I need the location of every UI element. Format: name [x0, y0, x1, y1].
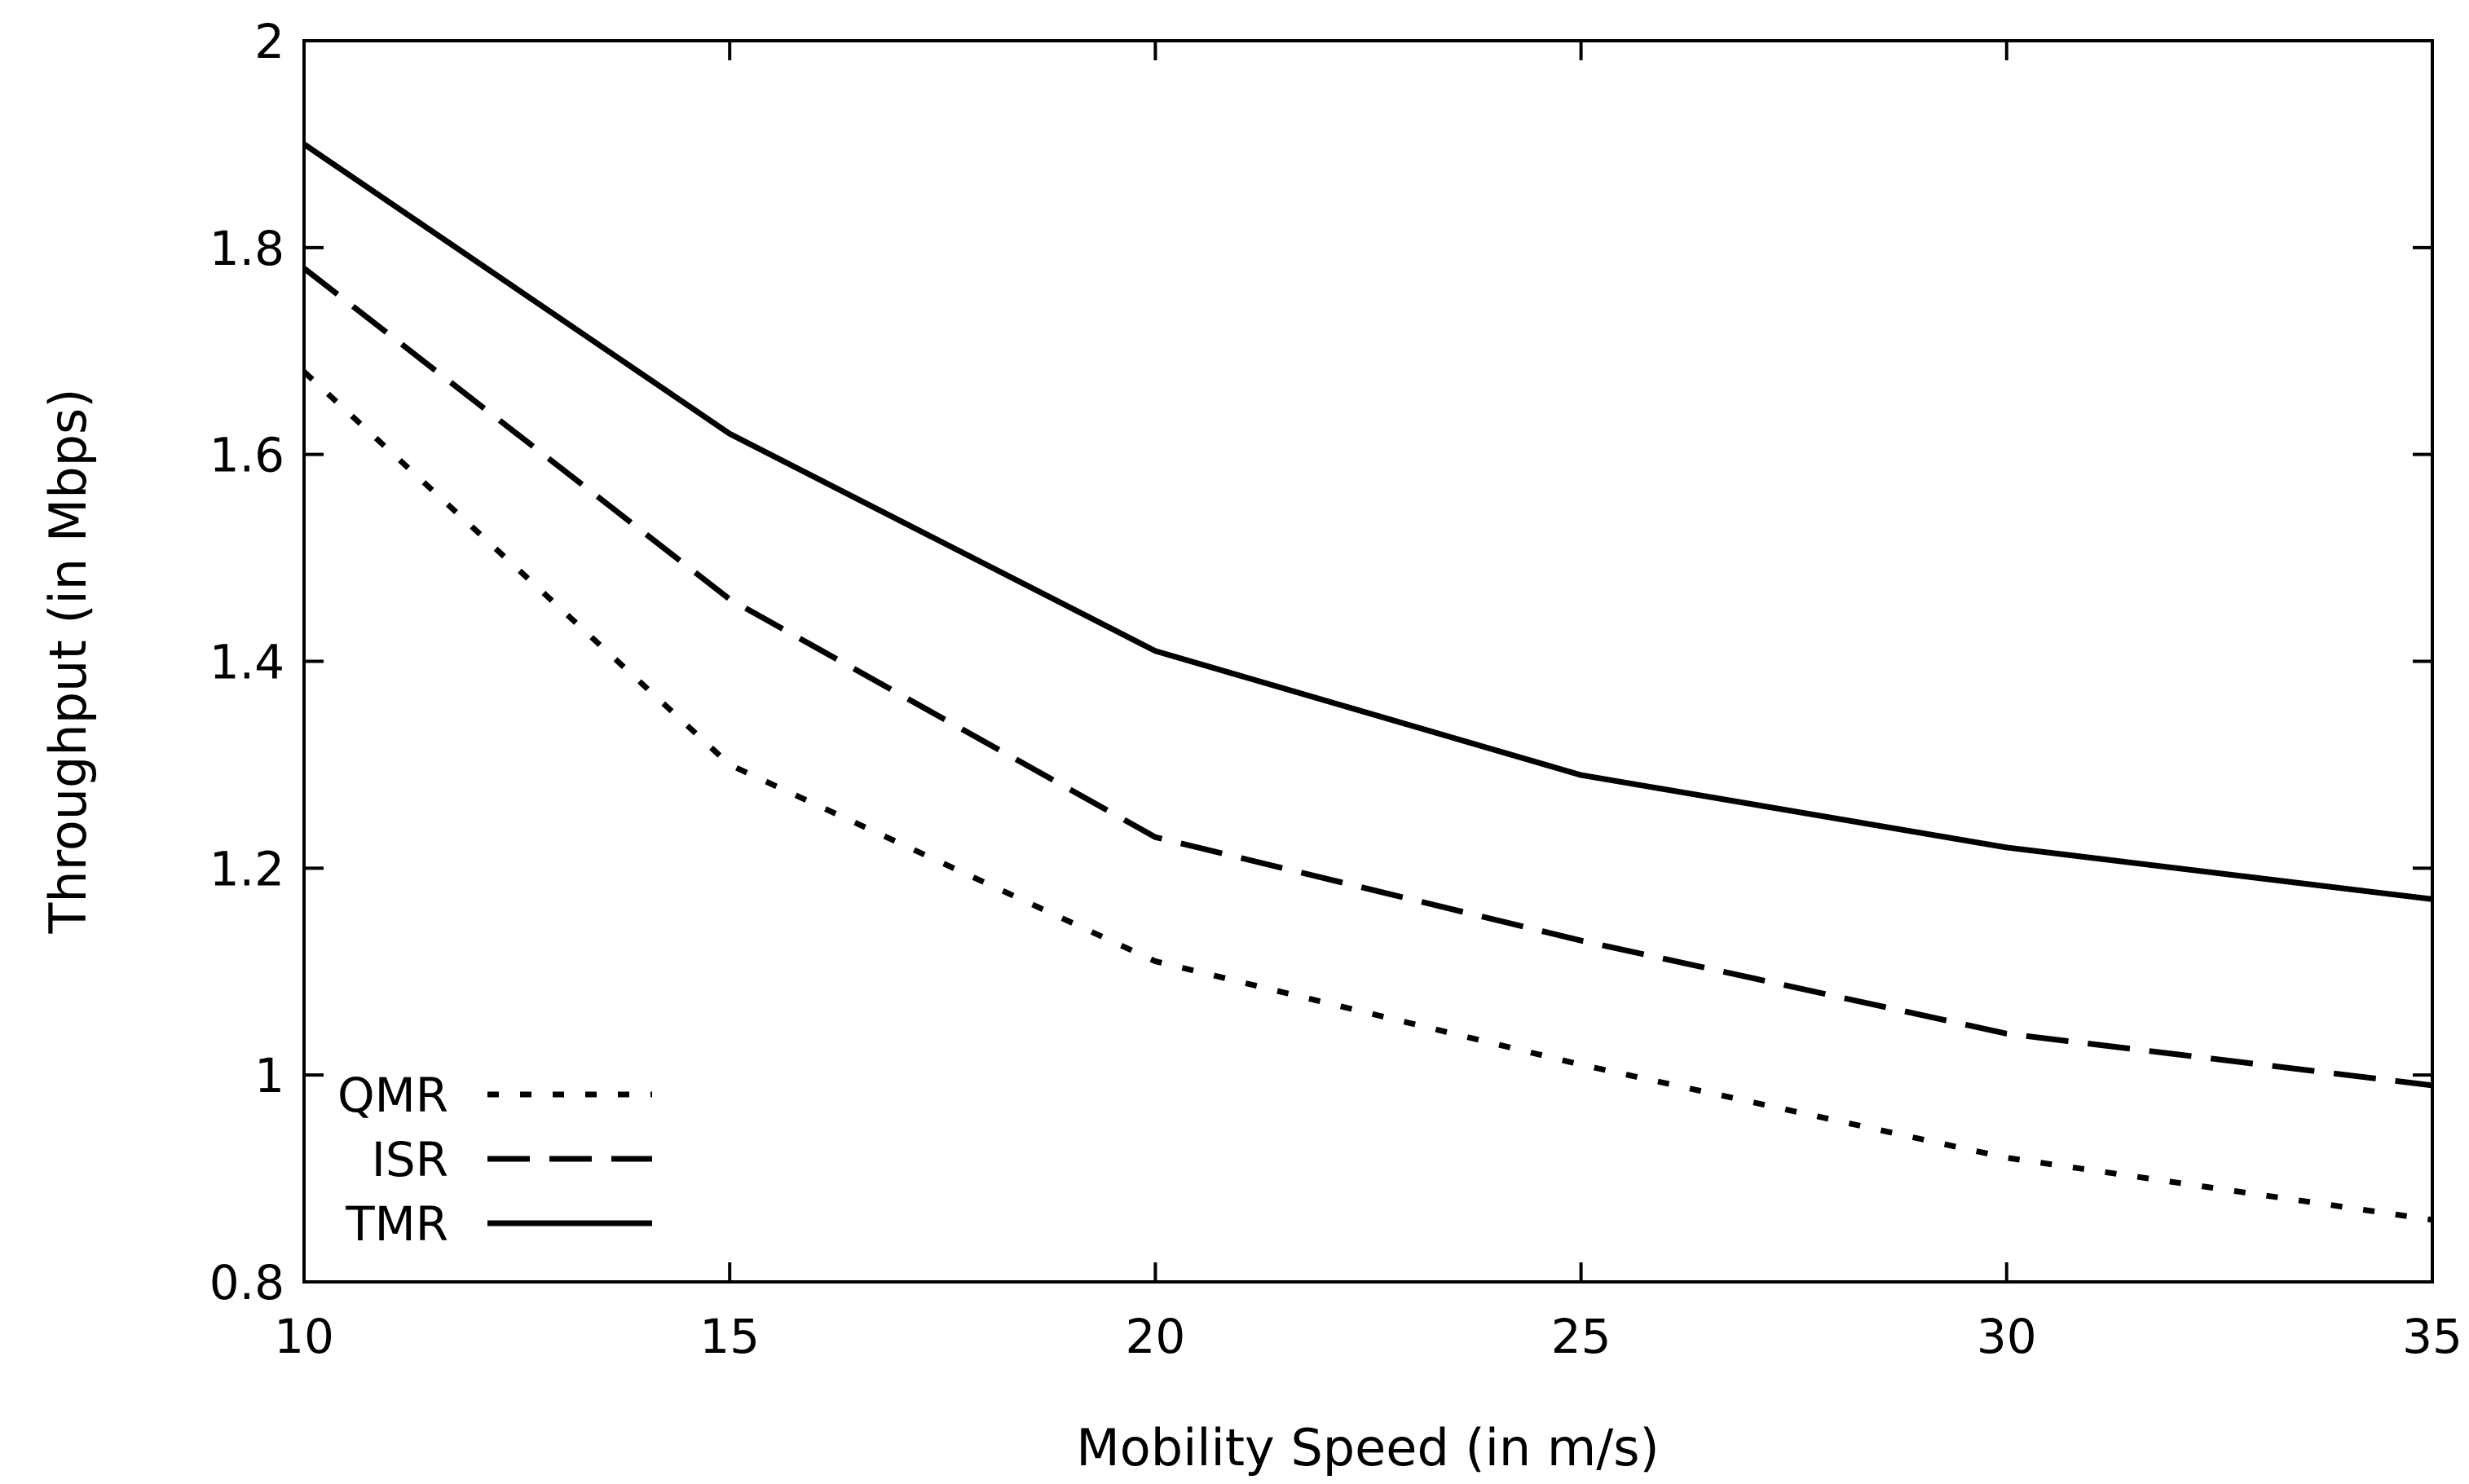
series-line-tmr: [302, 142, 2433, 902]
y-axis-title: Throughput (in Mbps): [38, 389, 98, 935]
axis-ticks: 10 15 20 25 30 35 0.8 1 1.2 1.4 1.6 1.8 2: [209, 14, 2462, 1364]
legend-label-tmr: TMR: [345, 1196, 448, 1252]
x-tick-label: 25: [1551, 1309, 1611, 1364]
x-tick-label: 15: [699, 1309, 760, 1364]
series-line-qmr: [302, 369, 2433, 1223]
x-tick-label: 20: [1125, 1309, 1185, 1364]
x-tick-label: 10: [274, 1309, 334, 1364]
series-line-isr: [302, 266, 2433, 1089]
series-lines: [302, 142, 2433, 1223]
legend-label-qmr: QMR: [337, 1068, 448, 1123]
y-tick-label: 1.2: [209, 841, 284, 896]
legend-label-isr: ISR: [372, 1132, 448, 1187]
y-tick-label: 0.8: [209, 1255, 284, 1310]
y-tick-label: 1.6: [209, 428, 284, 483]
x-tick-label: 30: [1977, 1309, 2037, 1364]
y-tick-label: 1: [254, 1048, 284, 1103]
y-tick-label: 1.4: [209, 635, 284, 690]
y-tick-label: 1.8: [209, 221, 284, 276]
y-tick-label: 2: [254, 14, 284, 69]
legend: QMR ISR TMR: [337, 1068, 652, 1252]
x-axis-title: Mobility Speed (in m/s): [1076, 1418, 1659, 1477]
x-tick-label: 35: [2402, 1309, 2462, 1364]
